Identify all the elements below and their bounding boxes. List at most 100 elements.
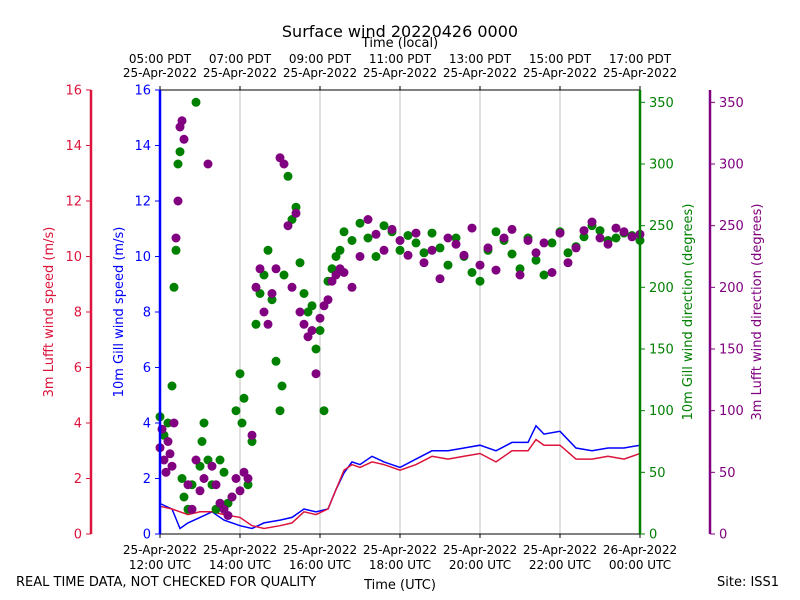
point-lufft_dir xyxy=(595,233,605,243)
point-lufft_dir xyxy=(523,236,533,245)
point-lufft_dir xyxy=(259,307,269,317)
point-gill_dir xyxy=(237,418,247,428)
point-lufft_dir xyxy=(467,223,477,233)
point-lufft_dir xyxy=(295,307,305,317)
point-lufft_dir xyxy=(251,282,261,292)
x-tick-label: 25-Apr-2022 xyxy=(443,543,517,557)
point-lufft_dir xyxy=(211,480,221,490)
lufft-speed-axis-tick-label: 6 xyxy=(74,361,82,376)
point-gill_dir xyxy=(435,243,445,253)
point-lufft_dir xyxy=(199,474,209,483)
point-lufft_dir xyxy=(283,221,293,231)
top-tick-label: 25-Apr-2022 xyxy=(123,66,197,80)
point-lufft_dir xyxy=(227,492,237,502)
x-tick-label: 25-Apr-2022 xyxy=(203,543,277,557)
point-lufft_dir xyxy=(475,260,485,270)
top-tick-label: 07:00 PDT xyxy=(209,52,272,66)
point-lufft_dir xyxy=(187,504,197,514)
x-tick-label: 22:00 UTC xyxy=(529,558,591,572)
lufft-dir-axis-tick-label: 350 xyxy=(719,96,744,111)
lufft-dir-axis-tick-label: 300 xyxy=(719,158,744,173)
point-lufft_dir xyxy=(287,282,297,292)
gill-dir-axis-tick-label: 300 xyxy=(649,158,674,173)
lufft-speed-axis-tick-label: 16 xyxy=(65,84,82,99)
point-gill_dir xyxy=(475,276,485,286)
point-lufft_dir xyxy=(243,474,253,483)
point-gill_dir xyxy=(169,282,179,292)
point-gill_dir xyxy=(411,238,421,248)
point-gill_dir xyxy=(347,236,357,245)
gill-speed-axis-tick-label: 4 xyxy=(143,417,151,432)
bottom-axis-label: Time (UTC) xyxy=(363,578,436,593)
point-lufft_dir xyxy=(619,227,629,237)
lufft-dir-axis-tick-label: 100 xyxy=(719,404,744,419)
lufft-speed-axis-tick-label: 8 xyxy=(74,306,82,321)
top-tick-label: 05:00 PDT xyxy=(129,52,192,66)
point-lufft_dir xyxy=(491,265,501,275)
point-lufft_dir xyxy=(167,461,177,471)
point-lufft_dir xyxy=(443,233,453,243)
gill-speed-axis-tick-label: 16 xyxy=(134,84,151,99)
point-gill_dir xyxy=(531,255,541,265)
point-gill_dir xyxy=(191,97,201,107)
point-gill_dir xyxy=(243,480,253,490)
point-gill_dir xyxy=(491,227,501,237)
point-gill_dir xyxy=(595,226,605,236)
point-lufft_dir xyxy=(499,233,509,243)
point-gill_dir xyxy=(419,248,429,258)
quality-note: REAL TIME DATA, NOT CHECKED FOR QUALITY xyxy=(16,575,317,590)
point-gill_dir xyxy=(427,228,437,238)
point-gill_dir xyxy=(251,319,261,329)
gill-speed-axis-label: 10m Gill wind speed (m/s) xyxy=(112,227,127,398)
x-tick-label: 20:00 UTC xyxy=(449,558,511,572)
point-lufft_dir xyxy=(547,268,557,277)
point-gill_dir xyxy=(167,381,177,391)
point-gill_dir xyxy=(379,221,389,231)
point-gill_dir xyxy=(235,369,245,379)
site-label: Site: ISS1 xyxy=(717,575,780,590)
top-tick-label: 25-Apr-2022 xyxy=(443,66,517,80)
lufft-speed-axis-tick-label: 4 xyxy=(74,417,82,432)
point-gill_dir xyxy=(197,437,207,446)
point-lufft_dir xyxy=(347,282,357,292)
top-tick-label: 25-Apr-2022 xyxy=(603,66,677,80)
lufft-speed-axis-tick-label: 2 xyxy=(74,472,82,487)
point-gill_dir xyxy=(539,270,549,280)
point-lufft_dir xyxy=(191,455,201,465)
point-lufft_dir xyxy=(247,430,257,440)
x-tick-label: 00:00 UTC xyxy=(609,558,671,572)
point-gill_dir xyxy=(295,258,305,268)
point-lufft_dir xyxy=(299,319,309,329)
point-gill_dir xyxy=(173,159,183,169)
top-tick-label: 13:00 PDT xyxy=(449,52,512,66)
point-lufft_dir xyxy=(165,449,175,459)
point-lufft_dir xyxy=(355,252,365,261)
gill-speed-axis-tick-label: 10 xyxy=(134,250,151,265)
point-gill_dir xyxy=(277,381,287,391)
point-gill_dir xyxy=(199,418,209,428)
top-tick-label: 09:00 PDT xyxy=(289,52,352,66)
gill-dir-axis-tick-label: 350 xyxy=(649,96,674,111)
gill-speed-axis-tick-label: 6 xyxy=(143,361,151,376)
point-gill_dir xyxy=(451,233,461,243)
top-tick-label: 25-Apr-2022 xyxy=(283,66,357,80)
point-gill_dir xyxy=(319,406,329,416)
point-lufft_dir xyxy=(323,295,333,305)
point-lufft_dir xyxy=(531,248,541,258)
point-lufft_dir xyxy=(387,224,397,234)
point-lufft_dir xyxy=(379,245,389,255)
point-lufft_dir xyxy=(603,239,613,249)
x-tick-label: 25-Apr-2022 xyxy=(283,543,357,557)
point-gill_dir xyxy=(355,218,365,228)
point-lufft_dir xyxy=(555,228,565,238)
gill-speed-axis-tick-label: 8 xyxy=(143,306,151,321)
point-gill_dir xyxy=(339,227,349,237)
point-lufft_dir xyxy=(563,258,573,268)
point-lufft_dir xyxy=(587,217,597,227)
gill-dir-axis-tick-label: 150 xyxy=(649,343,674,358)
point-lufft_dir xyxy=(255,264,265,274)
point-lufft_dir xyxy=(627,232,637,242)
point-lufft_dir xyxy=(507,224,517,234)
point-gill_dir xyxy=(311,344,321,354)
